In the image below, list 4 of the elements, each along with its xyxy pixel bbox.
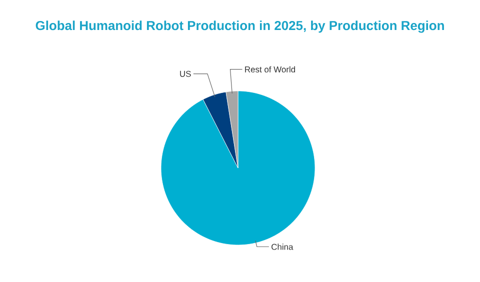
slice-label: Rest of World <box>245 66 296 72</box>
chart-title: Global Humanoid Robot Production in 2025, by Production Region <box>36 20 444 33</box>
slice-label: US <box>180 70 191 77</box>
slice-label: China <box>272 244 294 250</box>
